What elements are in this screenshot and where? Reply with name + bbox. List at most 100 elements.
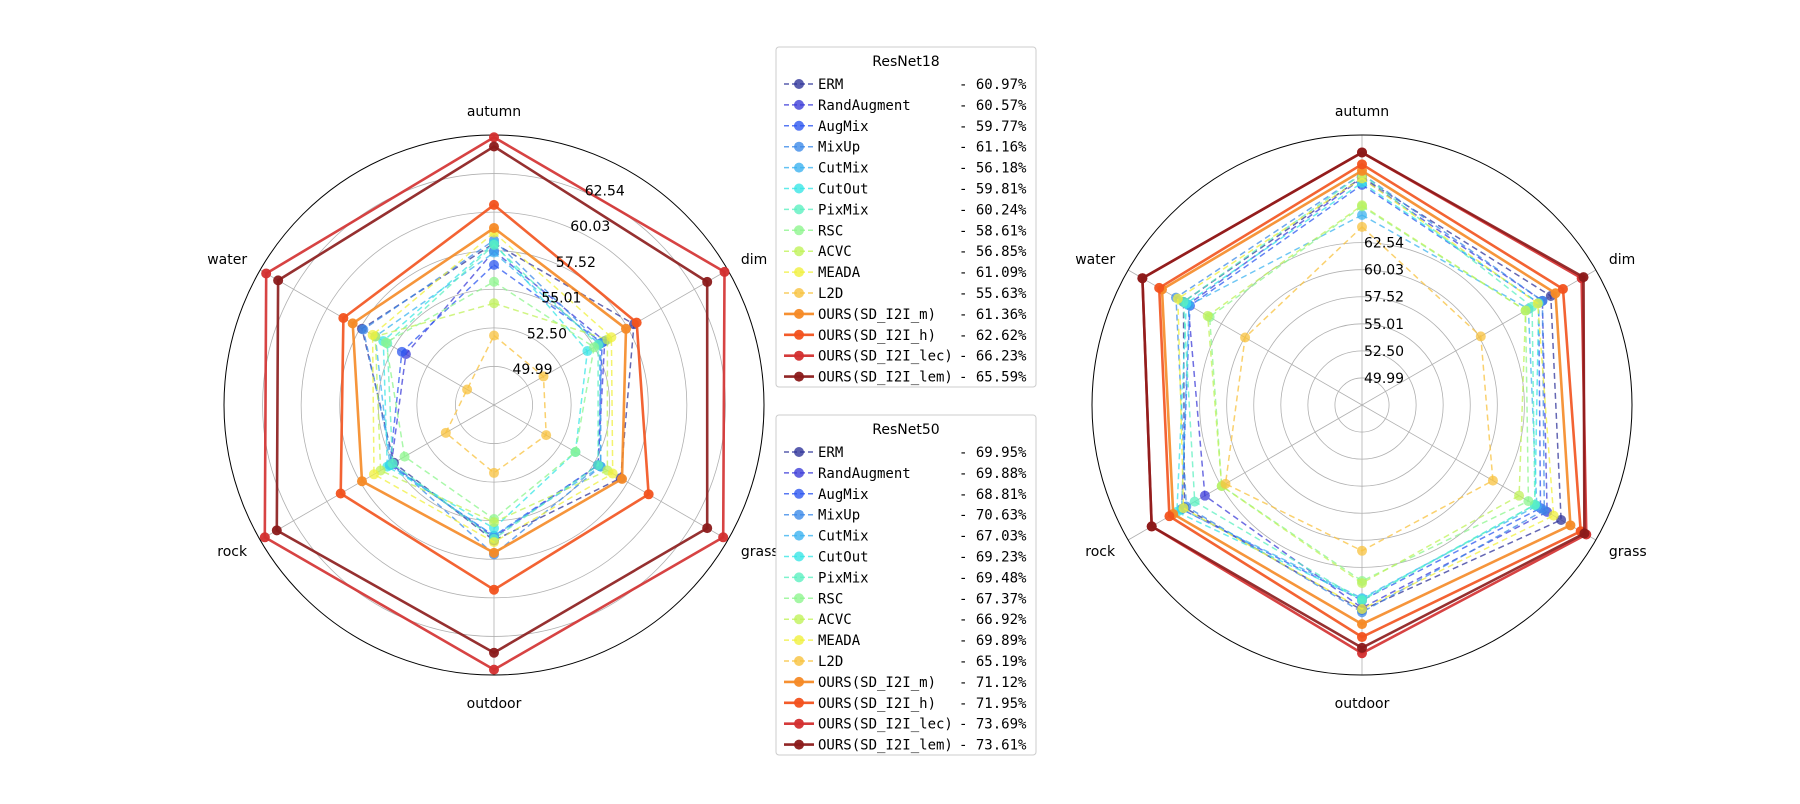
legend-marker-swatch xyxy=(794,267,804,278)
tick-label: 62.54 xyxy=(1364,236,1404,252)
data-point xyxy=(489,330,499,341)
data-point xyxy=(387,458,398,469)
data-point xyxy=(489,664,499,675)
data-point xyxy=(1556,514,1567,525)
legend-entry: MixUp - 70.63% xyxy=(784,508,1027,524)
data-point xyxy=(259,532,270,543)
legend-marker-swatch xyxy=(794,739,804,750)
legend-series-value: - 69.95% xyxy=(959,445,1027,461)
data-point xyxy=(1565,520,1576,531)
legend-series-value: - 60.57% xyxy=(959,98,1027,114)
legend-marker-swatch xyxy=(794,635,804,646)
legend-entry: CutOut - 59.81% xyxy=(784,182,1027,198)
legend-marker-swatch xyxy=(794,308,804,319)
series-line xyxy=(362,239,602,556)
legend-entry: ERM - 60.97% xyxy=(784,77,1027,93)
data-point xyxy=(538,371,549,382)
legend-marker-swatch xyxy=(794,183,804,194)
data-point xyxy=(271,525,282,536)
legend-marker-swatch xyxy=(794,350,804,361)
data-point xyxy=(617,473,628,484)
legend-series-value: - 67.03% xyxy=(959,529,1027,545)
legend-series-value: - 59.77% xyxy=(959,119,1027,135)
series-ours-sd-i2i-m- xyxy=(347,222,632,558)
legend-entry: RSC - 67.37% xyxy=(784,591,1027,607)
data-point xyxy=(489,298,499,309)
legend-series-value: - 71.12% xyxy=(959,675,1027,691)
legend-series-value: - 56.18% xyxy=(959,161,1027,177)
legend-series-name: RSC xyxy=(818,591,843,607)
legend-entry: MEADA - 61.09% xyxy=(784,265,1027,281)
legend-marker-swatch xyxy=(794,162,804,173)
tick-label: 55.01 xyxy=(541,291,581,307)
tick-label: 52.50 xyxy=(527,326,567,342)
legend-marker-swatch xyxy=(794,447,804,457)
data-point xyxy=(621,323,632,334)
legend-series-value: - 73.69% xyxy=(959,717,1027,733)
legend-series-name: PixMix xyxy=(818,570,869,586)
axis-label-outdoor: outdoor xyxy=(467,696,522,712)
legend-entry: L2D - 55.63% xyxy=(784,286,1027,302)
axis-label-outdoor: outdoor xyxy=(1335,696,1390,712)
legend-series-name: OURS(SD_I2I_m) xyxy=(818,307,936,323)
legend-series-value: - 59.81% xyxy=(959,182,1027,198)
data-point xyxy=(589,342,600,353)
data-point xyxy=(489,517,499,528)
legend-entry: AugMix - 59.77% xyxy=(784,119,1027,135)
data-point xyxy=(1523,496,1534,507)
data-point xyxy=(273,275,284,286)
tick-label: 60.03 xyxy=(570,219,610,235)
legend-marker-swatch xyxy=(794,530,804,541)
data-point xyxy=(643,489,654,500)
series-ours-sd-i2i-h- xyxy=(335,199,654,595)
outer-frame xyxy=(1091,134,1633,676)
legend-series-value: - 61.36% xyxy=(959,307,1027,323)
legend-series-value: - 60.24% xyxy=(959,202,1027,218)
legend-series-value: - 60.97% xyxy=(959,77,1027,93)
axis-label-grass: grass xyxy=(741,544,779,560)
legend-entry: OURS(SD_I2I_lem) - 73.61% xyxy=(784,738,1027,754)
legend-series-name: L2D xyxy=(818,286,843,302)
legend-entry: OURS(SD_I2I_m) - 71.12% xyxy=(784,675,1027,691)
legend-series-name: MixUp xyxy=(818,508,860,524)
legend-entry: ACVC - 66.92% xyxy=(784,612,1027,628)
legend-marker-swatch xyxy=(794,656,804,666)
legend-series-name: OURS(SD_I2I_lem) xyxy=(818,370,953,386)
data-point xyxy=(1357,619,1367,630)
legend-series-value: - 65.19% xyxy=(959,654,1027,670)
legend-entry: CutMix - 56.18% xyxy=(784,161,1027,177)
legend-resnet18: ResNet18 ERM - 60.97% RandAugment - 60.57% Au… xyxy=(775,46,1037,388)
data-point xyxy=(702,276,713,287)
legend-series-name: MEADA xyxy=(818,633,861,649)
legend-series-value: - 65.59% xyxy=(959,370,1027,386)
axis-label-dim: dim xyxy=(1609,252,1635,268)
series-l2d xyxy=(440,330,552,478)
data-point xyxy=(1520,305,1531,316)
data-point xyxy=(1137,273,1148,284)
data-point xyxy=(489,276,499,287)
series-ours-sd-i2i-lec- xyxy=(259,132,730,675)
data-point xyxy=(489,132,499,143)
data-point xyxy=(1357,545,1367,556)
data-point xyxy=(489,222,499,233)
legend-series-value: - 69.48% xyxy=(959,570,1027,586)
legend-series-value: - 70.63% xyxy=(959,508,1027,524)
legend-marker-swatch xyxy=(794,246,804,257)
data-point xyxy=(631,317,642,328)
legend-series-value: - 55.63% xyxy=(959,286,1027,302)
tick-label: 57.52 xyxy=(1364,290,1404,306)
legend-entry: RSC - 58.61% xyxy=(784,223,1027,239)
legend-title: ResNet18 xyxy=(872,54,939,70)
data-point xyxy=(1578,272,1589,283)
data-point xyxy=(1475,331,1486,342)
data-point xyxy=(1164,511,1175,522)
spoke xyxy=(1127,404,1363,541)
legend-series-name: OURS(SD_I2I_h) xyxy=(818,328,936,344)
legend-marker-swatch xyxy=(794,718,804,729)
legend-marker-swatch xyxy=(794,488,804,499)
data-point xyxy=(489,537,499,548)
legend-series-name: RandAugment xyxy=(818,98,911,114)
data-point xyxy=(1357,173,1367,184)
data-point xyxy=(1532,298,1543,309)
